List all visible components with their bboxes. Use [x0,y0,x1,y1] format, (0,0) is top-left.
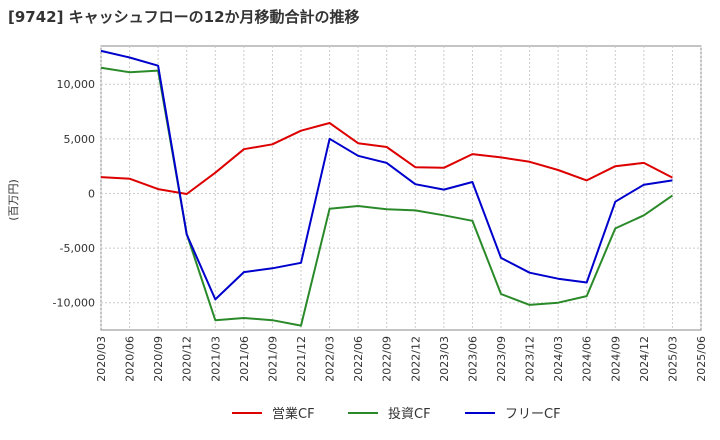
y-tick-label: -5,000 [60,242,95,255]
x-tick-label: 2021/12 [295,336,308,382]
x-tick-label: 2020/03 [95,336,108,382]
x-tick-label: 2023/12 [524,336,537,382]
x-tick-label: 2022/12 [409,336,422,382]
chart-title: [9742] キャッシュフローの12か月移動合計の推移 [8,8,360,26]
legend-label: 投資CF [388,406,431,422]
x-tick-label: 2023/06 [466,336,479,382]
plot-area [100,45,702,331]
x-tick-label: 2022/09 [381,336,394,382]
legend-label: フリーCF [505,407,561,422]
legend: 営業CF 投資CF フリーCF [232,406,561,422]
x-tick-label: 2025/06 [695,336,708,382]
y-tick-label: 10,000 [57,78,96,91]
x-tick-label: 2022/03 [324,336,337,382]
series-lines [100,49,673,327]
y-tick-label: -10,000 [53,297,95,310]
x-tick-label: 2024/03 [552,336,565,382]
x-tick-label: 2022/06 [352,336,365,382]
x-tick-label: 2020/12 [181,336,194,382]
x-tick-label: 2020/09 [152,336,165,382]
x-tick-label: 2023/03 [438,336,451,382]
series-line-2 [100,49,673,301]
y-axis-label: (百万円) [7,179,20,221]
x-axis-ticks: 2020/03 2020/06 2020/09 2020/12 2021/03 2021/… [95,336,708,382]
series-line-1 [100,66,673,327]
series-line-0 [100,122,673,195]
y-axis-ticks: 10,000 5,000 0 -5,000 -10,000 [53,78,95,309]
x-tick-label: 2021/06 [238,336,251,382]
x-tick-label: 2020/06 [124,336,137,382]
x-tick-label: 2023/09 [495,336,508,382]
x-tick-label: 2024/09 [609,336,622,382]
x-tick-label: 2024/06 [581,336,594,382]
x-tick-label: 2025/03 [666,336,679,382]
x-tick-label: 2021/03 [209,336,222,382]
y-tick-label: 0 [88,187,95,200]
y-tick-label: 5,000 [64,133,96,146]
x-tick-label: 2024/12 [638,336,651,382]
x-tick-label: 2021/09 [266,336,279,382]
legend-label: 営業CF [272,406,315,422]
